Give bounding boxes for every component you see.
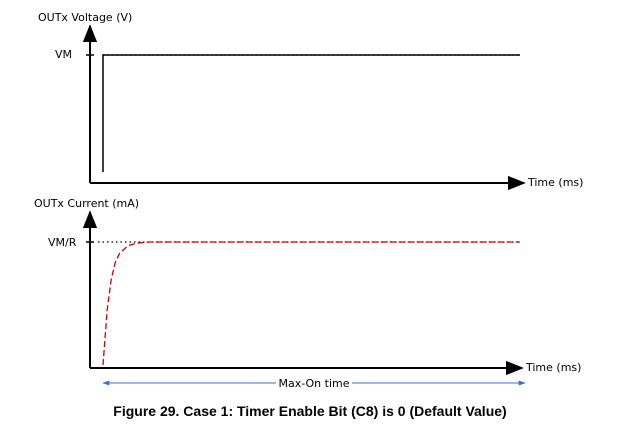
current-axis-title: OUTx Current (mA) bbox=[34, 197, 139, 210]
voltage-vm-tick-label: VM bbox=[55, 48, 72, 61]
voltage-series-line bbox=[102, 54, 520, 172]
max-on-time-label: Max-On time bbox=[279, 377, 350, 390]
voltage-axis-title: OUTx Voltage (V) bbox=[38, 11, 132, 24]
voltage-time-axis-label: Time (ms) bbox=[527, 176, 583, 189]
current-series-line bbox=[102, 241, 520, 366]
current-time-axis-label: Time (ms) bbox=[525, 361, 581, 374]
figure-caption: Figure 29. Case 1: Timer Enable Bit (C8)… bbox=[113, 403, 506, 419]
current-vmr-tick-label: VM/R bbox=[48, 236, 77, 249]
